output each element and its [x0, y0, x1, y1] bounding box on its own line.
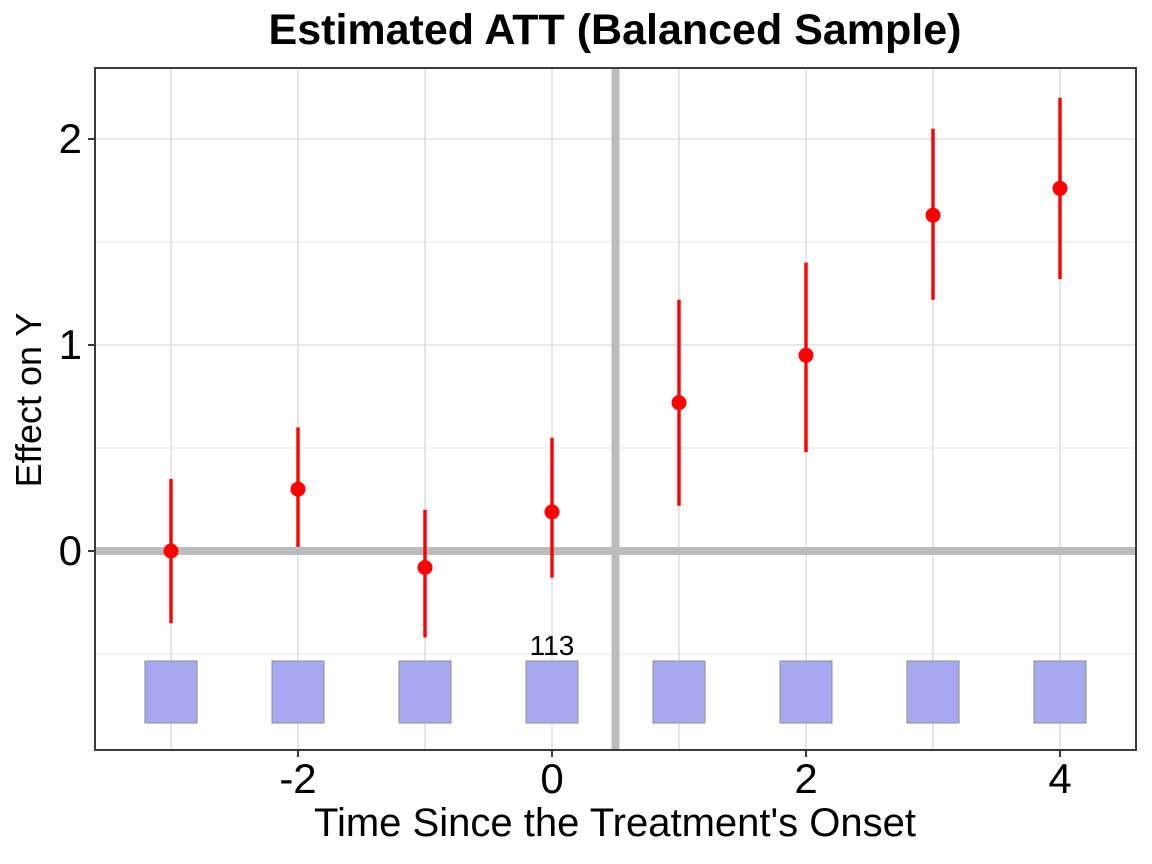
svg-text:Effect on Y: Effect on Y: [8, 313, 49, 488]
svg-text:2: 2: [794, 755, 817, 802]
svg-text:113: 113: [530, 630, 575, 661]
svg-text:2: 2: [59, 115, 82, 162]
svg-text:0: 0: [540, 755, 563, 802]
svg-text:-2: -2: [279, 755, 316, 802]
svg-text:4: 4: [1048, 755, 1071, 802]
svg-text:Time Since the Treatment's Ons: Time Since the Treatment's Onset: [314, 801, 916, 845]
svg-text:1: 1: [59, 321, 82, 368]
svg-text:Estimated ATT (Balanced Sample: Estimated ATT (Balanced Sample): [269, 6, 962, 54]
svg-text:0: 0: [59, 527, 82, 574]
